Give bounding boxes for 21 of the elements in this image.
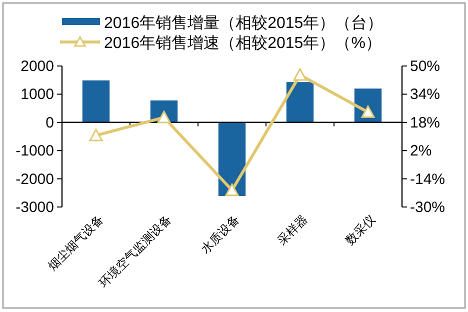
y2-tick-label: 50% [410, 58, 440, 75]
y-tick-label: 1000 [20, 86, 54, 104]
x-tick-label: 数采仪 [342, 212, 378, 248]
legend-label: 2016年销售增速（相较2015年）（%） [104, 34, 382, 52]
y2-tick-label: 34% [410, 86, 440, 104]
bar [82, 80, 110, 122]
legend-label: 2016年销售增量（相较2015年）（台） [104, 14, 384, 32]
point [293, 68, 307, 81]
y2-tick-label: 2% [410, 142, 432, 160]
y-tick-label: 2000 [20, 58, 54, 75]
bar [286, 82, 314, 122]
x-tick-label: 水质设备 [198, 212, 242, 256]
x-tick-label: 采样器 [274, 212, 310, 248]
point [225, 184, 239, 196]
y2-tick-label: -14% [410, 170, 446, 188]
y-tick-label: -1000 [16, 142, 54, 160]
y2-tick-label: -30% [410, 199, 446, 216]
y-tick-label: 0 [46, 114, 54, 132]
point [89, 128, 103, 142]
y2-tick-label: 18% [410, 114, 440, 132]
y-tick-label: -2000 [16, 170, 54, 188]
